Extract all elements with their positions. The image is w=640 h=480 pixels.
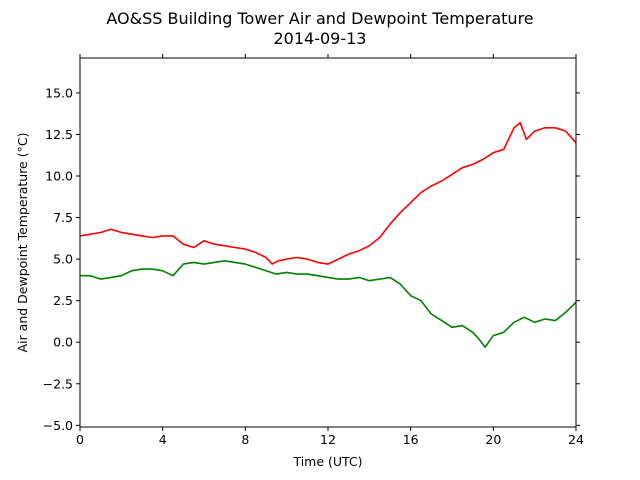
y-tick-label: 12.5 — [45, 127, 73, 142]
dewpoint-temperature-line — [80, 259, 577, 349]
x-tick-label: 8 — [241, 432, 249, 447]
chart-subtitle: 2014-09-13 — [274, 29, 367, 48]
x-tick-label: 16 — [403, 432, 419, 447]
x-axis-label: Time (UTC) — [292, 454, 362, 469]
series-layer — [79, 122, 577, 349]
air-temperature-line — [79, 122, 577, 265]
x-tick-label: 12 — [320, 432, 336, 447]
x-tick-label: 20 — [485, 432, 501, 447]
x-tick-label: 24 — [568, 432, 584, 447]
y-tick-label: 2.5 — [53, 293, 73, 308]
plot-frame — [79, 57, 577, 428]
y-tick-label: −2.5 — [43, 376, 73, 391]
y-tick-label: 5.0 — [53, 252, 73, 267]
x-tick-label: 4 — [159, 432, 167, 447]
y-tick-label: 10.0 — [45, 169, 73, 184]
y-axis-label: Air and Dewpoint Temperature (°C) — [15, 133, 30, 353]
y-tick-label: 15.0 — [45, 85, 73, 100]
y-tick-label: 7.5 — [53, 210, 73, 225]
y-axis: −5.0 −2.5 0.0 2.5 5.0 7.5 10.0 12.5 15.0 — [43, 85, 580, 433]
x-axis: 0 4 8 12 16 20 24 — [76, 54, 584, 447]
chart-title: AO&SS Building Tower Air and Dewpoint Te… — [106, 9, 533, 28]
y-tick-label: 0.0 — [53, 335, 73, 350]
x-tick-label: 0 — [76, 432, 84, 447]
y-tick-label: −5.0 — [43, 418, 73, 433]
